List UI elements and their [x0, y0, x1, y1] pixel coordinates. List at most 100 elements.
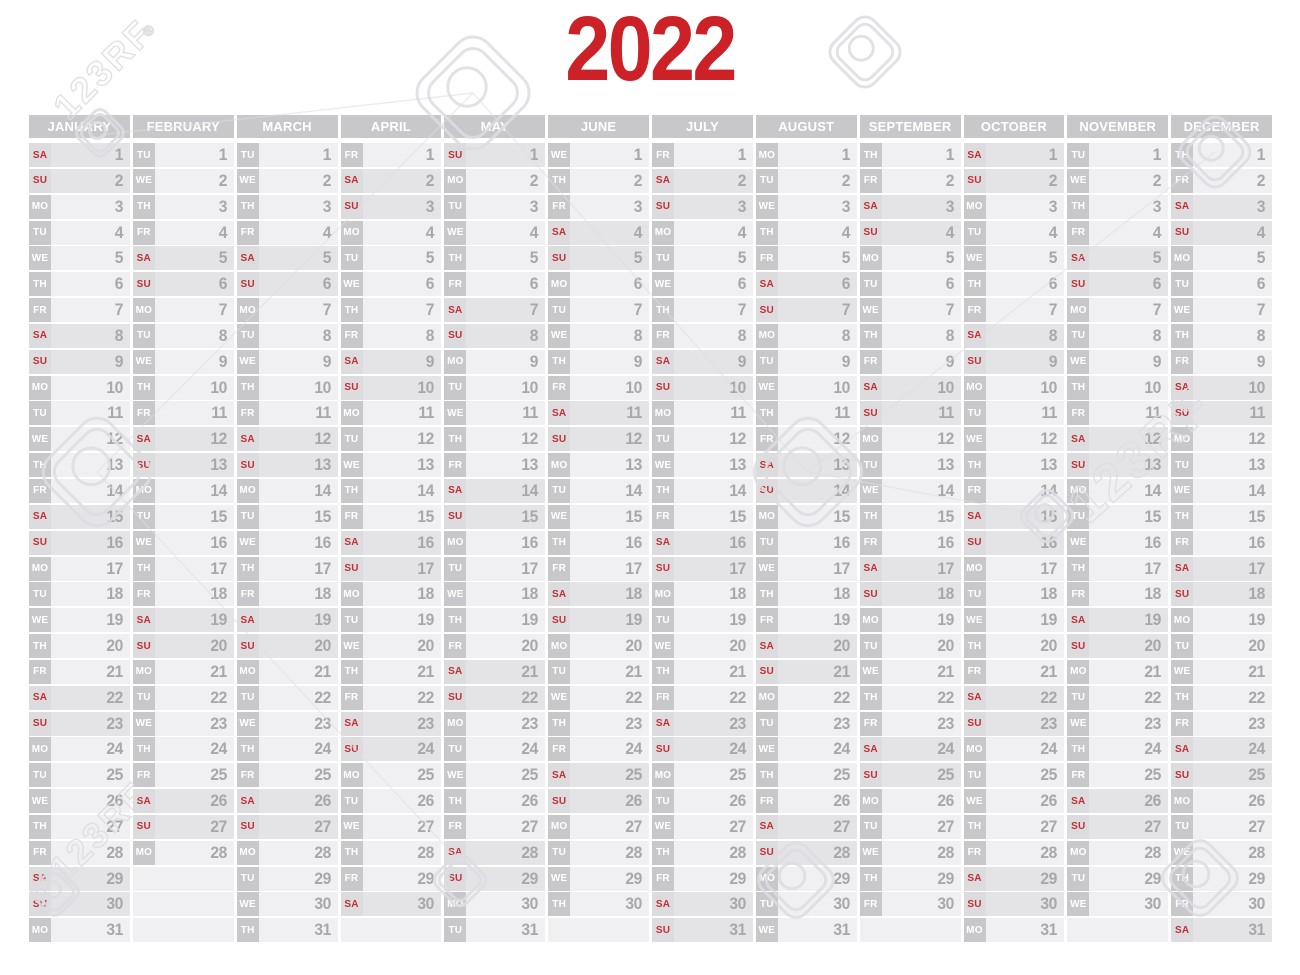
day-row: SA 22 — [963, 685, 1065, 710]
day-of-week-label: FR — [1067, 220, 1090, 245]
month-header: NOVEMBER — [1067, 115, 1169, 138]
day-of-week-label: MO — [755, 504, 778, 529]
day-row: FR 9 — [1171, 349, 1272, 374]
day-row: MO 28 — [1067, 840, 1169, 865]
day-row: WE 21 — [1171, 659, 1272, 684]
day-of-week-label: WE — [29, 246, 51, 271]
day-number-text: 19 — [729, 610, 746, 630]
day-number-text: 8 — [1152, 325, 1162, 345]
day-number-text: 8 — [1049, 325, 1058, 345]
day-number: 11 — [570, 401, 649, 425]
day-number: 17 — [1089, 557, 1168, 581]
day-number: 17 — [986, 557, 1065, 581]
day-number: 11 — [259, 401, 338, 425]
day-number: 1 — [986, 143, 1065, 167]
day-number: 4 — [259, 221, 338, 245]
day-number-text: 9 — [737, 351, 747, 371]
day-number: 18 — [570, 582, 649, 606]
day-row: FR 11 — [236, 401, 338, 426]
day-number: 20 — [674, 634, 753, 658]
day-row: SU 8 — [444, 323, 546, 348]
day-row: FR 4 — [132, 220, 234, 245]
day-number-text: 11 — [107, 403, 123, 423]
day-row: MO 11 — [652, 401, 753, 426]
day-row: WE 23 — [236, 711, 338, 736]
day-number: 7 — [1193, 298, 1272, 322]
day-row: SA 20 — [755, 634, 857, 659]
day-of-week-label: SU — [652, 557, 674, 581]
day-number: 30 — [363, 892, 442, 916]
day-row: WE 12 — [963, 427, 1065, 452]
day-of-week-label: SA — [133, 608, 155, 632]
day-of-week-label: TU — [859, 272, 882, 297]
day-row: SU 5 — [548, 246, 649, 271]
day-row: SU 1 — [444, 143, 546, 167]
month-header: JULY — [652, 115, 753, 138]
day-number: 6 — [466, 272, 545, 296]
day-of-week-label: WE — [132, 168, 155, 193]
day-row: TH 15 — [859, 504, 961, 529]
day-number-text: 10 — [521, 377, 539, 397]
day-of-week-label: SU — [29, 531, 51, 555]
day-number-text: 17 — [417, 558, 435, 578]
day-number-text: 1 — [1152, 145, 1162, 164]
day-row: FR 12 — [755, 427, 857, 452]
day-row: SA 4 — [548, 220, 649, 245]
day-of-week-label: SU — [964, 350, 986, 374]
day-row: MO 22 — [755, 685, 857, 710]
day-number-text: 22 — [417, 687, 435, 707]
day-of-week-label: TH — [236, 556, 259, 581]
day-number: 20 — [51, 634, 130, 658]
day-of-week-label: SU — [29, 350, 51, 374]
day-number-text: 25 — [210, 765, 227, 785]
day-of-week-label: WE — [236, 892, 259, 917]
day-number: 5 — [570, 246, 649, 270]
day-of-week-label: TU — [132, 143, 155, 167]
day-row: WE 30 — [236, 892, 338, 917]
day-of-week-label: WE — [652, 272, 674, 297]
day-of-week-label: WE — [236, 168, 259, 193]
day-row: WE 31 — [755, 918, 857, 943]
day-number-text: 16 — [521, 532, 539, 552]
day-number-text: 27 — [314, 816, 331, 836]
day-number: 20 — [363, 634, 442, 658]
day-number: 19 — [1089, 608, 1168, 632]
day-row: SU 6 — [236, 272, 338, 297]
day-of-week-label: WE — [444, 401, 467, 426]
day-row: TH 21 — [652, 659, 753, 684]
day-row: MO 26 — [859, 789, 961, 814]
day-of-week-label: MO — [859, 608, 882, 633]
day-number-text: 4 — [1049, 222, 1058, 242]
day-number-text: 8 — [529, 325, 539, 345]
day-of-week-label: SA — [652, 712, 674, 736]
day-number-text: 20 — [521, 636, 539, 656]
day-number: 9 — [259, 350, 338, 374]
day-number: 14 — [51, 479, 130, 503]
day-row: SU 16 — [29, 530, 130, 555]
day-number: 14 — [1193, 479, 1272, 503]
day-row: TU 15 — [1067, 504, 1169, 529]
day-number-text: 22 — [1248, 687, 1266, 707]
day-of-week-label: FR — [444, 814, 467, 839]
day-row: SU 23 — [963, 711, 1065, 736]
day-number-text: 5 — [841, 248, 850, 268]
day-number-text: 16 — [833, 532, 850, 552]
day-number-text: 3 — [1256, 196, 1266, 216]
day-of-week-label: SU — [444, 143, 466, 167]
day-row: MO 4 — [652, 220, 753, 245]
day-number: 3 — [778, 195, 857, 219]
day-number-text: 9 — [529, 351, 539, 371]
day-number-text: 14 — [729, 480, 746, 500]
day-number-text: 4 — [426, 222, 435, 242]
day-row: SU 4 — [859, 220, 961, 245]
day-of-week-label: FR — [29, 478, 51, 503]
month-column-april: APRIL FR 1 SA 2 SU 3 MO 4 TU 5 WE 6 TH 7 FR 8 SA 9 SU 10 MO 11… — [340, 115, 442, 944]
day-row: WE 6 — [652, 272, 753, 297]
day-of-week-label: WE — [963, 246, 986, 271]
day-of-week-label: TU — [444, 737, 467, 762]
day-number-text: 6 — [945, 274, 954, 294]
day-number-text: 3 — [1152, 196, 1162, 216]
day-of-week-label: MO — [444, 892, 467, 917]
day-of-week-label: FR — [755, 246, 778, 271]
day-number-text: 30 — [1248, 894, 1266, 914]
